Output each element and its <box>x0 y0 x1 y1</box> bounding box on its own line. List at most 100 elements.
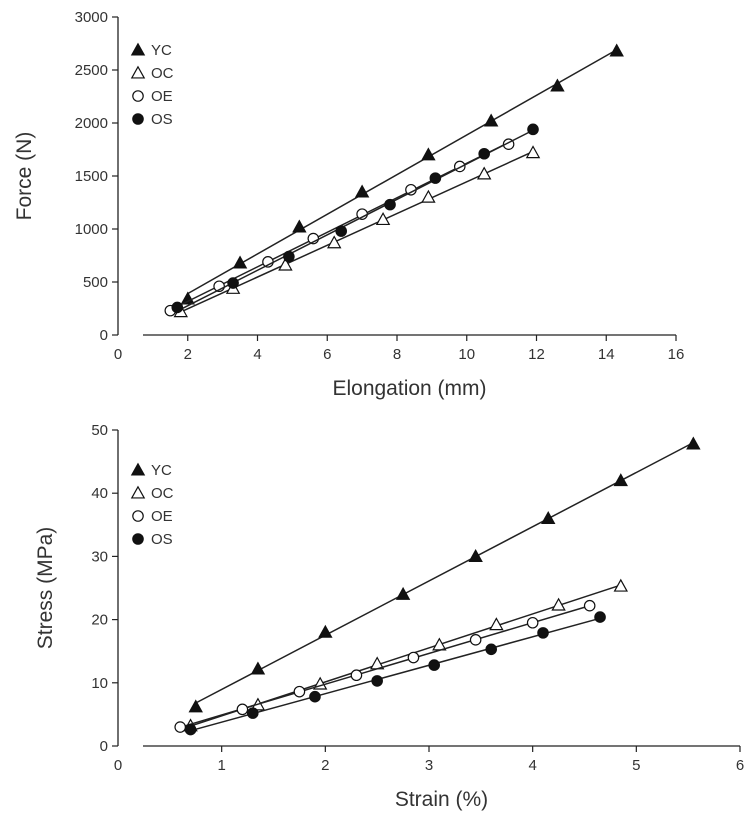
chart2-data-point-oe <box>407 651 420 664</box>
chart1-data-point-oc <box>375 212 391 226</box>
chart1-data-point-os <box>335 225 347 237</box>
chart1-data-point-oc <box>327 235 342 249</box>
chart1-series-os <box>171 123 539 314</box>
chart2-data-point-yc <box>188 699 203 713</box>
chart1-data-point-yc <box>609 43 624 57</box>
chart1-trend-line-oc <box>180 150 534 313</box>
chart1-data-point-yc <box>550 78 565 92</box>
chart1-legend-label-yc: YC <box>151 42 172 59</box>
chart2-x-tick-label: 4 <box>528 757 536 774</box>
chart2-trend-line-oe <box>179 605 590 729</box>
chart2-y-tick-label: 50 <box>91 422 108 439</box>
chart2-data-point-oc <box>613 578 629 592</box>
chart2-legend-marker-yc <box>130 462 146 476</box>
chart2-legend-marker-os <box>132 533 144 545</box>
chart2-y-tick-label: 40 <box>91 485 108 502</box>
chart1-legend-label-os: OS <box>151 111 173 128</box>
chart2-series-yc <box>188 436 701 713</box>
chart1-y-axis-title: Force (N) <box>13 132 36 221</box>
chart1-data-point-yc <box>292 219 307 233</box>
chart1-data-point-yc <box>483 113 499 127</box>
chart2-trend-line-os <box>190 617 601 732</box>
chart1-data-point-oc <box>278 257 293 271</box>
chart1-x-tick-label: 10 <box>458 346 475 363</box>
chart1-data-point-os <box>384 198 396 211</box>
chart2-data-point-oe <box>293 685 306 698</box>
chart1-x-tick-label: 12 <box>528 346 545 363</box>
chart2-data-point-yc <box>613 473 629 487</box>
chart2-series-os <box>184 611 606 736</box>
chart2-data-point-os <box>428 659 440 671</box>
chart1-data-point-yc <box>421 147 436 161</box>
chart2-trend-line-yc <box>195 441 694 704</box>
chart2-x-tick-label: 3 <box>425 757 433 774</box>
chart2-y-tick-label: 0 <box>100 738 108 755</box>
chart1-data-point-oc <box>525 145 541 159</box>
chart1-data-point-oc <box>421 189 436 203</box>
chart2-data-point-oe <box>350 669 363 682</box>
chart2-data-point-os <box>485 643 497 656</box>
chart1-legend-marker-yc <box>130 42 146 56</box>
chart2-data-point-oe <box>583 599 596 612</box>
chart2-legend-marker-oe <box>132 510 144 522</box>
chart1-data-point-os <box>171 301 184 314</box>
chart2-y-axis-title: Stress (MPa) <box>34 527 57 650</box>
chart2-y-tick-label: 10 <box>91 675 108 692</box>
chart2-data-point-yc <box>686 436 701 450</box>
chart1-y-tick-label: 1000 <box>75 221 108 238</box>
chart1-x-tick-label: 14 <box>598 346 615 363</box>
chart2-x-tick-label: 0 <box>114 757 122 774</box>
chart2-data-point-yc <box>540 511 556 525</box>
chart1-x-tick-label: 0 <box>114 346 122 363</box>
chart1-trend-line-yc <box>187 49 618 295</box>
chart2-legend: YC OC OE OS <box>130 462 174 548</box>
chart2-y-tick-label: 20 <box>91 612 108 629</box>
chart1-x-tick-label: 6 <box>323 346 331 363</box>
chart1-y-tick-label: 500 <box>83 274 108 291</box>
chart1-data-point-os <box>527 123 539 136</box>
chart1-data-point-os <box>478 147 490 160</box>
chart2-legend-label-yc: YC <box>151 462 172 479</box>
chart2-x-tick-label: 1 <box>217 757 225 774</box>
chart2-legend-label-os: OS <box>151 531 173 548</box>
chart2-x-axis-title: Strain (%) <box>395 788 488 811</box>
chart2-data-point-os <box>184 723 197 736</box>
chart1-data-point-yc <box>354 184 370 198</box>
chart2-legend-label-oe: OE <box>151 508 173 525</box>
chart1-data-point-os <box>227 277 239 289</box>
chart1-data-point-os <box>429 172 442 184</box>
chart1-y-tick-label: 2000 <box>75 115 108 132</box>
chart1-legend-marker-os <box>132 113 144 125</box>
chart1-x-tick-label: 16 <box>668 346 685 363</box>
chart2-y-tick-label: 30 <box>91 548 108 565</box>
force-elongation-chart: 0 2 4 6 8 10 12 14 16 0 500 1000 1500 2000 2500 3000 Elo… <box>13 9 684 400</box>
chart2-x-tick-label: 5 <box>632 757 640 774</box>
chart2-series-oe <box>174 599 596 733</box>
chart1-x-tick-label: 2 <box>184 346 192 363</box>
chart1-y-tick-label: 3000 <box>75 9 108 26</box>
chart1-data-point-os <box>283 250 295 263</box>
chart1-y-tick-label: 2500 <box>75 62 108 79</box>
chart2-data-point-oe <box>526 616 539 629</box>
chart1-legend-marker-oe <box>132 90 144 102</box>
chart2-data-point-yc <box>395 586 411 600</box>
chart2-x-tick-label: 2 <box>321 757 329 774</box>
chart1-data-point-yc <box>232 255 248 269</box>
chart2-data-point-os <box>246 707 259 719</box>
chart2-data-point-os <box>594 611 606 623</box>
chart2-data-point-oc <box>432 637 447 651</box>
chart1-x-tick-label: 4 <box>253 346 261 363</box>
chart2-data-point-oe <box>174 721 186 733</box>
chart1-legend-marker-oc <box>130 65 146 79</box>
chart2-data-point-yc <box>250 661 266 675</box>
chart1-y-tick-label: 0 <box>100 327 108 344</box>
chart2-legend-marker-oc <box>130 485 146 499</box>
chart2-data-point-yc <box>318 624 333 638</box>
chart1-series-oc <box>173 145 541 318</box>
chart2-data-point-oe <box>236 703 249 716</box>
chart2-data-point-os <box>371 675 383 687</box>
chart1-legend-label-oe: OE <box>151 88 173 105</box>
chart2-data-point-yc <box>468 548 483 562</box>
chart1-x-axis-title: Elongation (mm) <box>332 377 486 400</box>
